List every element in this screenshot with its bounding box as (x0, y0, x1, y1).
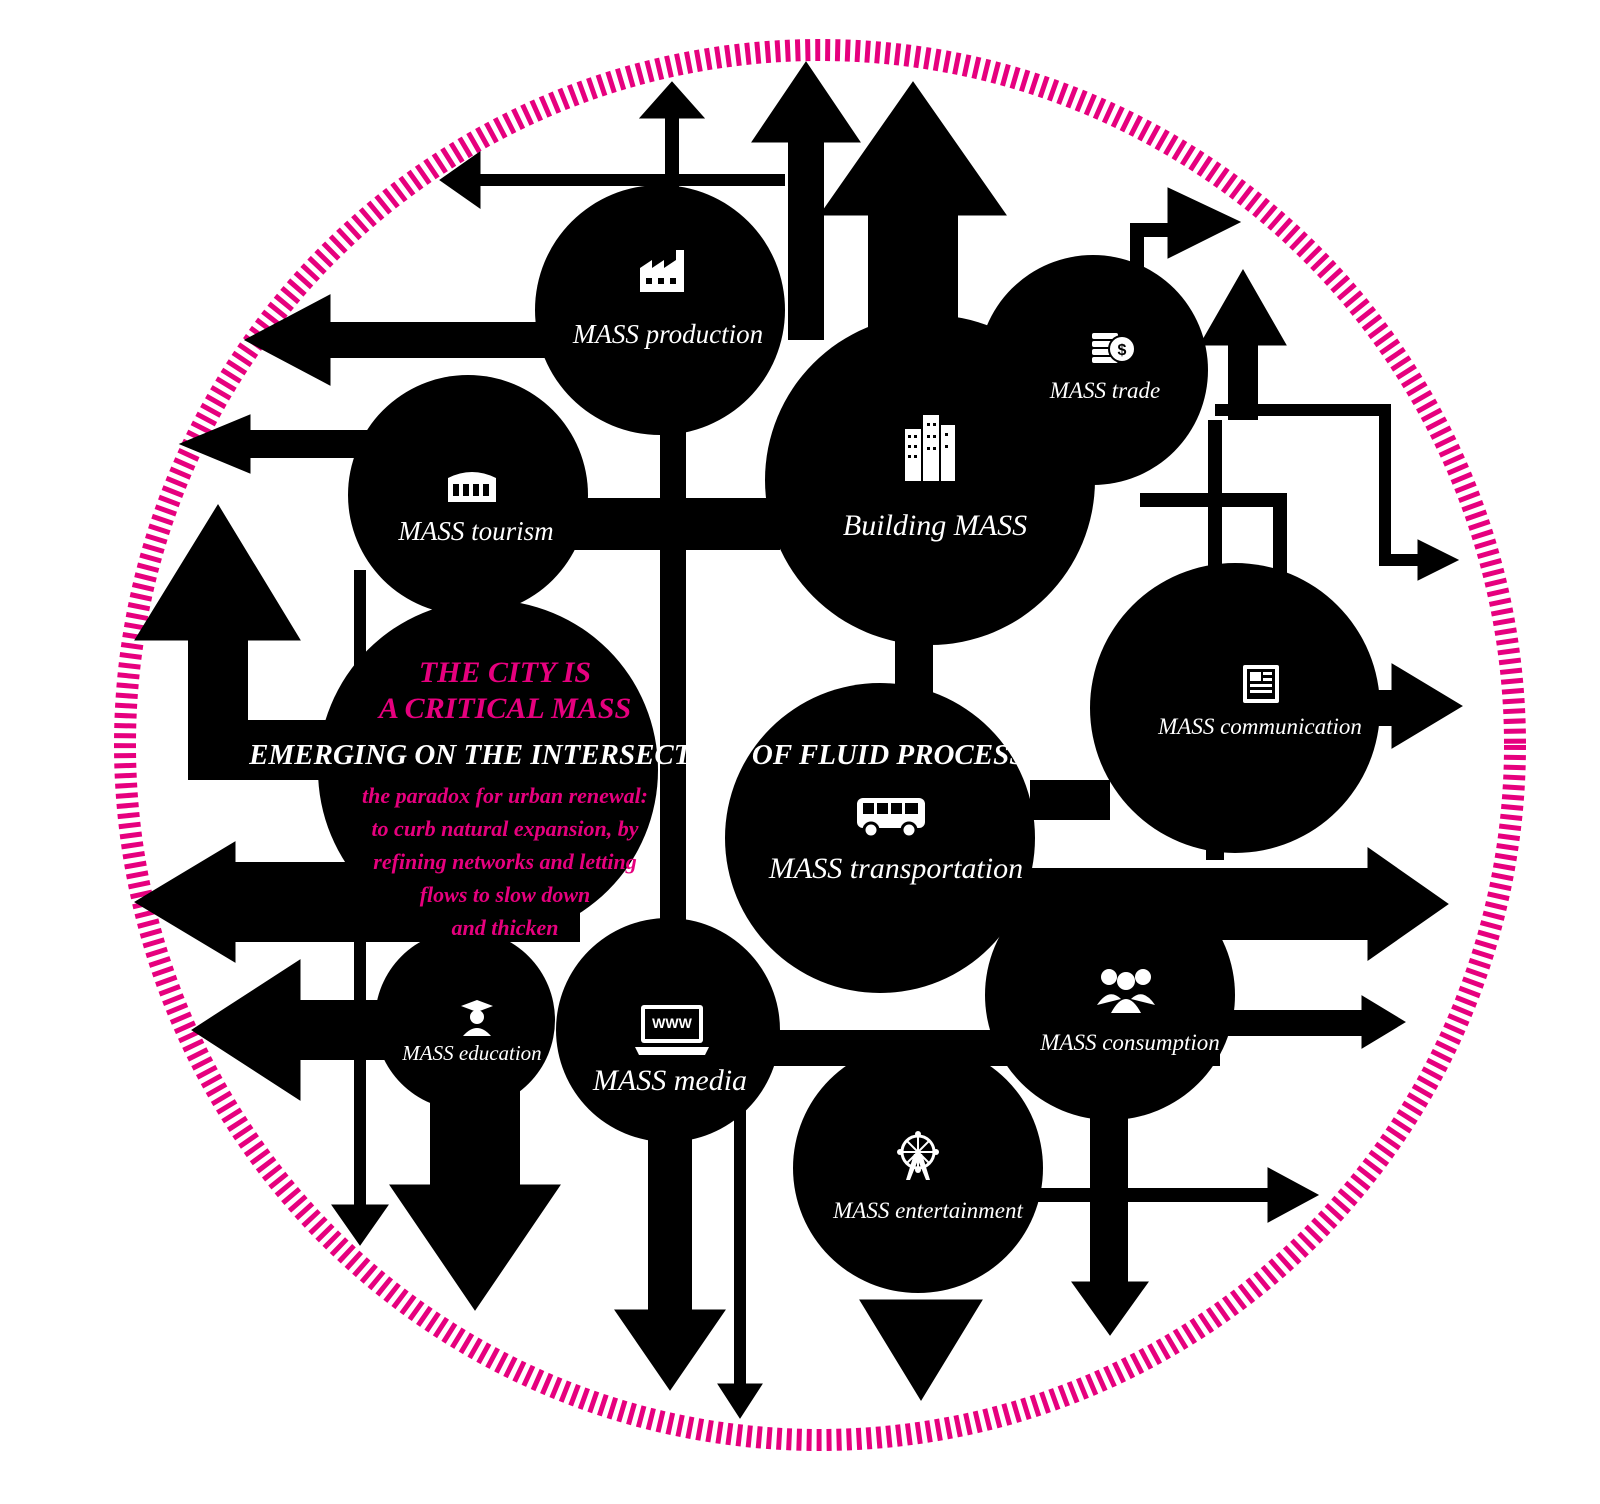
note-line-2: to curb natural expansion, by (371, 816, 638, 841)
note-line-3: refining networks and letting (373, 849, 636, 874)
node-communication-circle (1090, 563, 1380, 853)
svg-text:$: $ (1118, 342, 1127, 359)
laptop-icon (635, 1005, 709, 1055)
label-mass-media: MASS media (592, 1064, 747, 1097)
flow-arrow-head (331, 1204, 389, 1246)
flow-shaft (648, 1120, 692, 1320)
label-mass-communication: MASS communication (1157, 714, 1362, 739)
label-mass-trade: MASS trade (1049, 378, 1161, 403)
label-mass-education: MASS education (401, 1041, 541, 1065)
flow-shaft (788, 140, 824, 340)
newspaper-icon (1243, 665, 1279, 703)
flow-line (1140, 493, 1287, 600)
flow-arrow-head (1167, 187, 1242, 259)
flow-line (1130, 223, 1170, 280)
flow-arrow-head (134, 504, 301, 641)
flow-shaft (1020, 1188, 1290, 1202)
flow-arrow-head (1267, 1167, 1320, 1223)
coins-icon: $ (1092, 333, 1136, 363)
graduate-icon (461, 1000, 493, 1036)
headline-line-2: A CRITICAL MASS (377, 692, 631, 725)
label-mass-entertainment: MASS entertainment (832, 1198, 1023, 1223)
node-education-circle (375, 930, 555, 1110)
flow-arrow-head (389, 1184, 561, 1311)
flow-arrow-head (1071, 1281, 1149, 1336)
flow-arrow-head (614, 1309, 726, 1391)
flow-arrow-head (191, 959, 301, 1101)
flow-arrow-head (243, 294, 331, 386)
flow-arrow-head (859, 1299, 983, 1401)
headline-line-1: THE CITY IS (419, 656, 591, 689)
flow-arrow-head (717, 1383, 763, 1419)
flow-line (1215, 404, 1420, 566)
note-line-1: the paradox for urban renewal: (362, 783, 648, 808)
bus-icon (857, 798, 925, 839)
flow-arrow-head (751, 61, 861, 143)
people-icon (1097, 969, 1155, 1013)
flow-arrow-head (1391, 663, 1463, 749)
node-trade-circle (978, 255, 1208, 485)
flow-shaft (1030, 780, 1110, 820)
label-mass-tourism: MASS tourism (397, 516, 553, 546)
flow-arrow-head (178, 414, 251, 474)
flow-arrow-head (1417, 539, 1460, 581)
flow-shaft (660, 370, 686, 990)
flow-arrow-head (134, 841, 236, 963)
buildings-icon (905, 415, 955, 481)
label-mass-consumption: MASS consumption (1039, 1030, 1220, 1055)
flow-shaft (1220, 1010, 1370, 1036)
node-transportation-circle (725, 683, 1035, 993)
striped-border-ring (114, 39, 1526, 1451)
ferris-wheel-icon (897, 1131, 939, 1180)
label-mass-production: MASS production (572, 319, 763, 349)
flow-arrow-head (1367, 847, 1449, 961)
node-production-circle (535, 185, 785, 435)
headline-subtitle: EMERGING ON THE INTERSECTION OF FLUID PR… (248, 739, 1061, 771)
laptop-screen-text: WWW (652, 1015, 692, 1031)
factory-icon (640, 250, 684, 292)
flow-arrow-head (638, 81, 706, 119)
label-mass-transportation: MASS transportation (768, 852, 1023, 885)
flow-arrow-head (819, 81, 1007, 216)
node-center-circle (318, 600, 658, 940)
label-building-mass: Building MASS (843, 509, 1027, 542)
flow-arrow-head (1361, 995, 1406, 1049)
note-line-4: flows to slow down (420, 882, 591, 907)
note-line-5: and thicken (452, 915, 559, 940)
flow-arrow-head (1199, 268, 1287, 346)
colosseum-icon (448, 472, 496, 502)
